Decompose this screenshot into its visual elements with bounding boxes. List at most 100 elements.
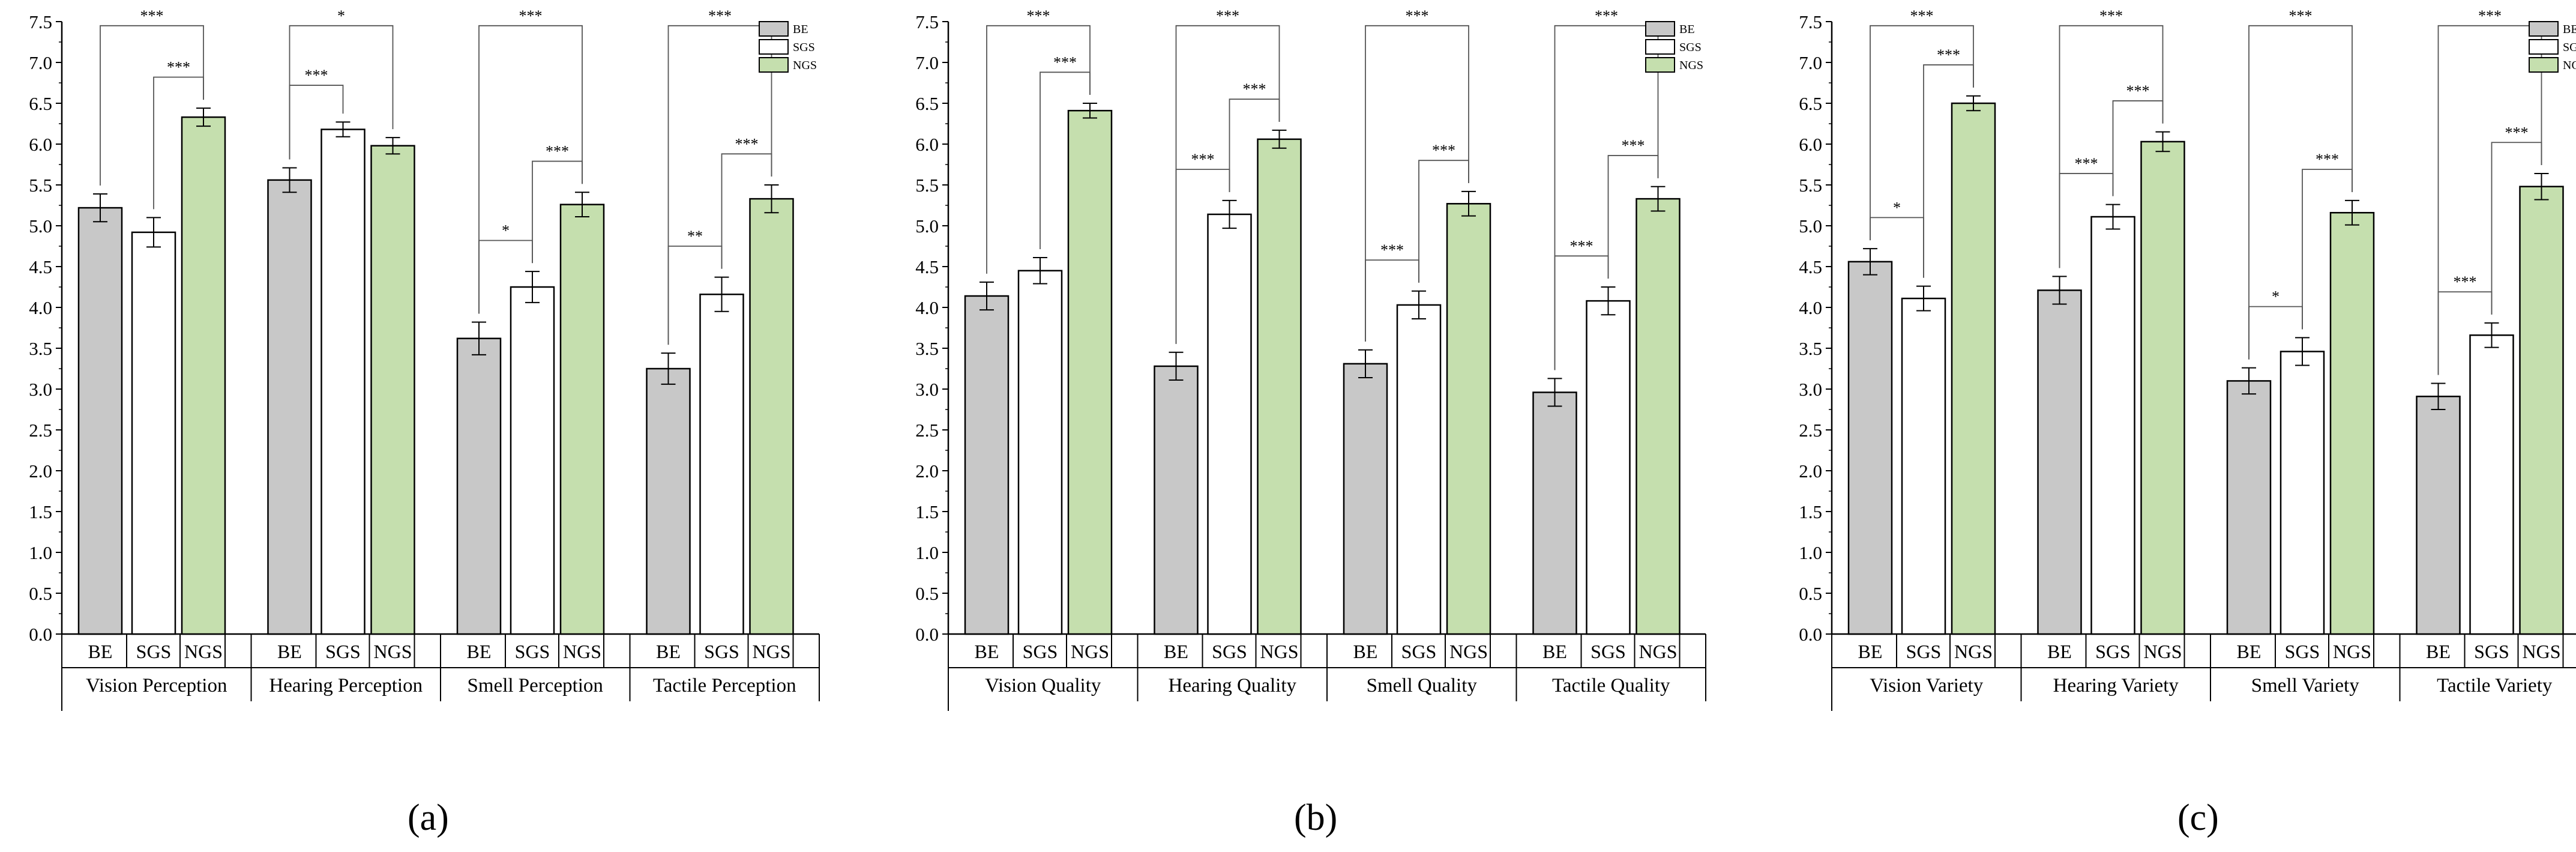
legend-label: NGS <box>793 59 817 72</box>
y-tick-label: 6.0 <box>29 134 52 155</box>
y-tick-label: 5.5 <box>915 175 939 196</box>
x-sub-label: BE <box>1542 641 1567 662</box>
y-tick-label: 7.0 <box>1799 52 1822 73</box>
y-tick-label: 0.5 <box>1799 583 1822 604</box>
x-sub-label: BE <box>1353 641 1378 662</box>
y-tick-label: 1.0 <box>915 542 939 563</box>
panel-label: (c) <box>2177 797 2219 838</box>
y-tick-label: 3.5 <box>1799 338 1822 359</box>
significance-label: *** <box>708 7 732 25</box>
bar-sgs <box>132 232 175 634</box>
legend-swatch-ngs <box>759 58 788 72</box>
x-sub-label: NGS <box>1260 641 1298 662</box>
bar-be <box>647 369 690 634</box>
bar-be <box>1344 364 1387 634</box>
x-sub-label: BE <box>277 641 302 662</box>
panel-3: 0.00.51.01.52.02.53.03.54.04.55.05.56.06… <box>1799 7 2576 838</box>
y-tick-label: 6.5 <box>29 93 52 114</box>
significance-label: * <box>2272 288 2280 306</box>
y-tick-label: 2.0 <box>29 461 52 482</box>
y-tick-label: 5.0 <box>915 216 939 237</box>
x-sub-label: NGS <box>1449 641 1488 662</box>
significance-label: *** <box>735 135 759 153</box>
y-tick-label: 4.0 <box>915 297 939 318</box>
y-tick-label: 2.5 <box>915 420 939 441</box>
bar-ngs <box>2331 213 2374 634</box>
significance-label: *** <box>1380 241 1404 259</box>
y-tick-label: 3.0 <box>915 379 939 400</box>
bar-ngs <box>750 199 793 634</box>
panel-2: 0.00.51.01.52.02.53.03.54.04.55.05.56.06… <box>915 7 1706 838</box>
bar-sgs <box>322 130 365 634</box>
bar-ngs <box>1952 103 1995 634</box>
significance-label: *** <box>2505 124 2529 141</box>
y-tick-label: 3.0 <box>1799 379 1822 400</box>
y-tick-label: 4.0 <box>1799 297 1822 318</box>
y-tick-label: 4.5 <box>29 256 52 277</box>
x-group-label: Vision Variety <box>1870 675 1983 696</box>
bar-ngs <box>561 205 604 634</box>
y-tick-label: 0.5 <box>29 583 52 604</box>
x-sub-label: SGS <box>1906 641 1942 662</box>
x-sub-label: NGS <box>1639 641 1677 662</box>
bar-ngs <box>372 146 415 634</box>
x-sub-label: BE <box>1858 641 1883 662</box>
legend-swatch-sgs <box>759 40 788 54</box>
x-sub-label: BE <box>975 641 999 662</box>
significance-label: *** <box>519 7 543 25</box>
y-tick-label: 2.0 <box>915 461 939 482</box>
significance-label: *** <box>1406 7 1429 25</box>
legend-swatch-be <box>2529 22 2558 36</box>
bar-ngs <box>1447 204 1490 634</box>
y-tick-label: 0.0 <box>1799 624 1822 645</box>
bar-sgs <box>1208 214 1251 634</box>
y-tick-label: 6.0 <box>1799 134 1822 155</box>
x-group-label: Tactile Quality <box>1552 675 1670 696</box>
x-sub-label: NGS <box>373 641 412 662</box>
bar-sgs <box>2470 335 2514 634</box>
bar-sgs <box>1587 301 1630 634</box>
bar-sgs <box>1397 305 1440 634</box>
legend-swatch-sgs <box>1646 40 1675 54</box>
significance-label: *** <box>1191 151 1215 168</box>
significance-label: *** <box>2478 7 2502 25</box>
legend-label: NGS <box>1679 59 1703 72</box>
x-sub-label: NGS <box>2522 641 2560 662</box>
y-tick-label: 2.5 <box>29 420 52 441</box>
significance-label: *** <box>1243 80 1266 98</box>
y-tick-label: 6.5 <box>915 93 939 114</box>
legend-label: SGS <box>2563 41 2576 54</box>
y-tick-label: 1.0 <box>1799 542 1822 563</box>
x-sub-label: NGS <box>752 641 790 662</box>
y-tick-label: 7.0 <box>29 52 52 73</box>
y-tick-label: 1.5 <box>915 501 939 522</box>
y-tick-label: 3.5 <box>915 338 939 359</box>
x-sub-label: NGS <box>184 641 223 662</box>
y-tick-label: 2.0 <box>1799 461 1822 482</box>
y-tick-label: 6.5 <box>1799 93 1822 114</box>
y-tick-label: 7.5 <box>915 11 939 32</box>
y-tick-label: 5.0 <box>1799 216 1822 237</box>
x-group-label: Smell Variety <box>2251 675 2359 696</box>
panel-1: 0.00.51.01.52.02.53.03.54.04.55.05.56.06… <box>29 7 819 838</box>
y-tick-label: 3.5 <box>29 338 52 359</box>
legend-label: NGS <box>2563 59 2576 72</box>
bar-sgs <box>511 287 554 634</box>
bar-ngs <box>1068 110 1112 634</box>
significance-label: *** <box>1937 46 1960 64</box>
x-sub-label: SGS <box>325 641 361 662</box>
significance-label: * <box>1893 199 1901 216</box>
legend-swatch-ngs <box>2529 58 2558 72</box>
bar-sgs <box>2281 351 2324 634</box>
x-sub-label: SGS <box>515 641 550 662</box>
x-sub-label: SGS <box>2095 641 2131 662</box>
significance-label: *** <box>1216 7 1239 25</box>
significance-label: *** <box>1053 53 1077 71</box>
